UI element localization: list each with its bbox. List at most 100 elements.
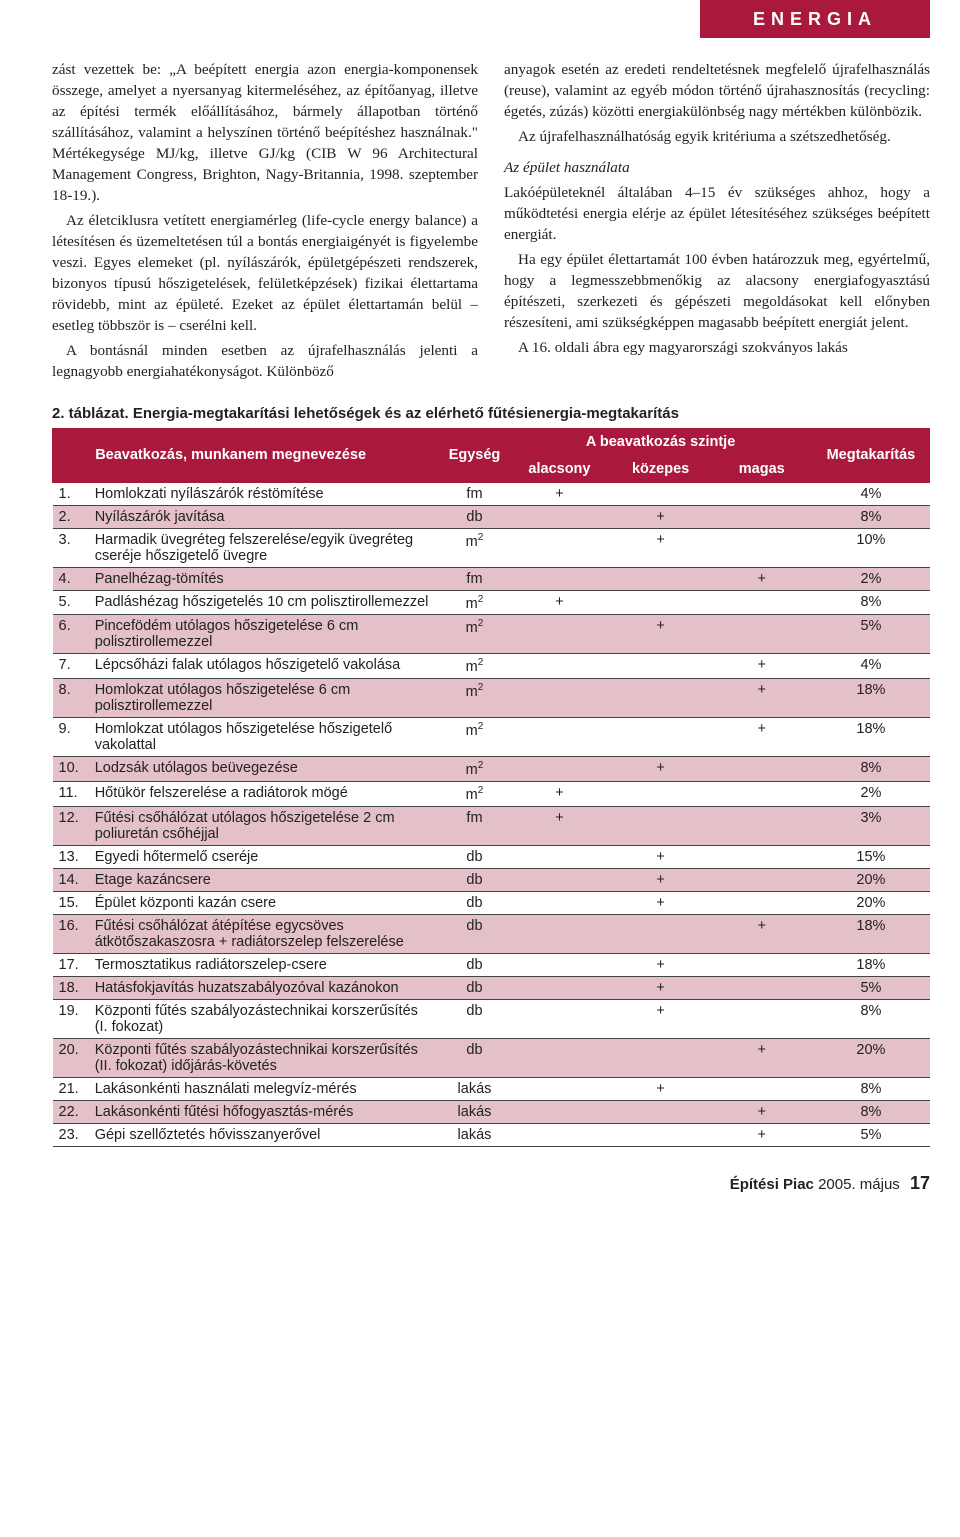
cell-unit: db: [440, 845, 509, 868]
table-row: 19.Központi fűtés szabályozástechnikai k…: [53, 999, 930, 1038]
cell-high: [711, 505, 812, 528]
cell-mid: +: [610, 976, 711, 999]
savings-table: Beavatkozás, munkanem megnevezése Egység…: [52, 428, 930, 1147]
cell-num: 19.: [53, 999, 89, 1038]
cell-low: [509, 891, 610, 914]
cell-num: 14.: [53, 868, 89, 891]
cell-low: [509, 953, 610, 976]
cell-mid: +: [610, 757, 711, 782]
cell-num: 17.: [53, 953, 89, 976]
cell-save: 18%: [812, 679, 929, 718]
cell-low: +: [509, 782, 610, 807]
cell-low: [509, 654, 610, 679]
cell-save: 2%: [812, 567, 929, 590]
para: A 16. oldali ábra egy magyarországi szok…: [504, 338, 930, 359]
table-row: 2.Nyílászárók javításadb+8%: [53, 505, 930, 528]
cell-desc: Központi fűtés szabályozástechnikai kors…: [89, 1038, 440, 1077]
cell-unit: m2: [440, 654, 509, 679]
cell-mid: +: [610, 1077, 711, 1100]
table-row: 7.Lépcsőházi falak utólagos hőszigetelő …: [53, 654, 930, 679]
cell-unit: lakás: [440, 1077, 509, 1100]
cell-low: [509, 999, 610, 1038]
cell-unit: m2: [440, 615, 509, 654]
cell-num: 11.: [53, 782, 89, 807]
cell-desc: Központi fűtés szabályozástechnikai kors…: [89, 999, 440, 1038]
cell-mid: +: [610, 528, 711, 567]
cell-save: 8%: [812, 1077, 929, 1100]
para: anyagok esetén az eredeti rendeltetésnek…: [504, 60, 930, 123]
cell-unit: db: [440, 868, 509, 891]
cell-unit: lakás: [440, 1100, 509, 1123]
cell-desc: Hatásfokjavítás huzatszabályozóval kazán…: [89, 976, 440, 999]
cell-high: [711, 891, 812, 914]
cell-low: +: [509, 590, 610, 615]
table-row: 3.Harmadik üvegréteg felszerelése/egyik …: [53, 528, 930, 567]
right-column: anyagok esetén az eredeti rendeltetésnek…: [504, 60, 930, 387]
cell-low: [509, 1100, 610, 1123]
table-row: 21.Lakásonkénti használati melegvíz-méré…: [53, 1077, 930, 1100]
cell-mid: [610, 654, 711, 679]
cell-low: [509, 718, 610, 757]
table-row: 5.Padláshézag hőszigetelés 10 cm poliszt…: [53, 590, 930, 615]
table-row: 9.Homlokzat utólagos hőszigetelése hőszi…: [53, 718, 930, 757]
cell-unit: db: [440, 976, 509, 999]
cell-mid: [610, 914, 711, 953]
table-row: 20.Központi fűtés szabályozástechnikai k…: [53, 1038, 930, 1077]
table-body: 1.Homlokzati nyílászárók réstömítésefm+4…: [53, 482, 930, 1146]
th-blank: [53, 428, 89, 482]
cell-high: [711, 845, 812, 868]
cell-mid: +: [610, 999, 711, 1038]
cell-mid: [610, 806, 711, 845]
cell-mid: [610, 782, 711, 807]
cell-save: 8%: [812, 999, 929, 1038]
cell-mid: [610, 482, 711, 505]
cell-num: 18.: [53, 976, 89, 999]
cell-desc: Épület központi kazán csere: [89, 891, 440, 914]
cell-unit: m2: [440, 590, 509, 615]
cell-mid: [610, 567, 711, 590]
th-save: Megtakarítás: [812, 428, 929, 482]
cell-high: +: [711, 914, 812, 953]
cell-num: 2.: [53, 505, 89, 528]
cell-save: 18%: [812, 718, 929, 757]
cell-num: 4.: [53, 567, 89, 590]
cell-save: 20%: [812, 891, 929, 914]
issue-date: 2005. május: [818, 1176, 900, 1193]
th-desc: Beavatkozás, munkanem megnevezése: [89, 428, 440, 482]
cell-mid: +: [610, 953, 711, 976]
cell-high: [711, 528, 812, 567]
table-title: 2. táblázat. Energia-megtakarítási lehet…: [52, 405, 930, 422]
article-columns: zást vezettek be: „A beépített energia a…: [52, 60, 930, 387]
cell-unit: db: [440, 505, 509, 528]
cell-num: 16.: [53, 914, 89, 953]
cell-unit: fm: [440, 806, 509, 845]
left-column: zást vezettek be: „A beépített energia a…: [52, 60, 478, 387]
th-low: alacsony: [509, 455, 610, 482]
cell-unit: db: [440, 891, 509, 914]
cell-desc: Fűtési csőhálózat átépítése egycsöves át…: [89, 914, 440, 953]
cell-high: +: [711, 1100, 812, 1123]
cell-save: 8%: [812, 590, 929, 615]
cell-desc: Homlokzati nyílászárók réstömítése: [89, 482, 440, 505]
cell-desc: Hőtükör felszerelése a radiátorok mögé: [89, 782, 440, 807]
cell-desc: Nyílászárók javítása: [89, 505, 440, 528]
para: Lakóépületeknél általában 4–15 év szüksé…: [504, 183, 930, 246]
table-row: 16.Fűtési csőhálózat átépítése egycsöves…: [53, 914, 930, 953]
table-row: 4.Panelhézag-tömítésfm+2%: [53, 567, 930, 590]
th-level: A beavatkozás szintje: [509, 428, 812, 455]
cell-high: [711, 482, 812, 505]
cell-high: +: [711, 1038, 812, 1077]
cell-save: 18%: [812, 914, 929, 953]
cell-num: 23.: [53, 1123, 89, 1146]
cell-high: +: [711, 718, 812, 757]
cell-mid: +: [610, 845, 711, 868]
cell-mid: +: [610, 615, 711, 654]
cell-desc: Gépi szellőztetés hővisszanyerővel: [89, 1123, 440, 1146]
table-row: 10.Lodzsák utólagos beüvegezésem2+8%: [53, 757, 930, 782]
cell-desc: Homlokzat utólagos hőszigetelése 6 cm po…: [89, 679, 440, 718]
cell-mid: [610, 1038, 711, 1077]
cell-desc: Fűtési csőhálózat utólagos hőszigetelése…: [89, 806, 440, 845]
cell-num: 3.: [53, 528, 89, 567]
cell-unit: db: [440, 914, 509, 953]
cell-num: 9.: [53, 718, 89, 757]
